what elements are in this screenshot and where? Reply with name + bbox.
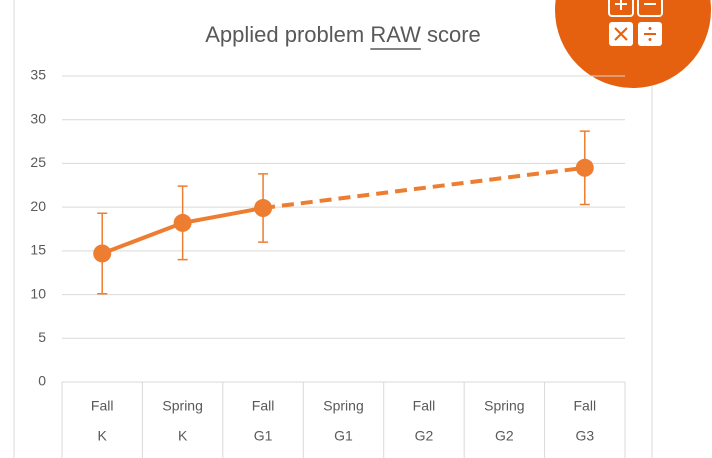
y-tick-label: 0 (38, 373, 46, 389)
icon-key (637, 0, 663, 17)
chart-frame (13, 0, 653, 458)
data-point (173, 213, 192, 232)
data-point (254, 199, 273, 218)
icon-symbol (614, 27, 656, 41)
data-point (93, 244, 112, 263)
icon-symbol (648, 27, 652, 30)
y-tick-label: 35 (30, 67, 46, 83)
y-tick-label: 5 (38, 329, 46, 345)
icon-symbol (648, 38, 652, 41)
x-tick-label: K (98, 428, 108, 444)
y-tick-label: 30 (30, 110, 46, 126)
x-tick-label: G2 (495, 428, 514, 444)
y-tick-label: 15 (30, 242, 46, 258)
calculator-icon (555, 0, 711, 88)
y-tick-label: 10 (30, 285, 46, 301)
data-point (575, 158, 594, 177)
x-tick-label: K (178, 428, 188, 444)
icon-symbol (615, 0, 656, 10)
x-tick-label: G1 (334, 428, 353, 444)
x-tick-label: G3 (575, 428, 594, 444)
x-tick-label: Fall (574, 398, 597, 414)
icon-circle (555, 0, 711, 88)
x-tick-label: Spring (484, 398, 524, 414)
icon-key (608, 0, 634, 17)
x-tick-label: Spring (162, 398, 202, 414)
x-tick-label: Fall (413, 398, 436, 414)
x-tick-label: G1 (254, 428, 273, 444)
x-tick-label: Spring (323, 398, 363, 414)
x-tick-label: Fall (91, 398, 114, 414)
chart-title: Applied problem RAW score (205, 22, 481, 47)
gap-line (262, 165, 586, 211)
x-tick-label: Fall (252, 398, 275, 414)
x-tick-label: G2 (415, 428, 434, 444)
y-tick-label: 25 (30, 154, 46, 170)
y-tick-label: 20 (30, 198, 46, 214)
